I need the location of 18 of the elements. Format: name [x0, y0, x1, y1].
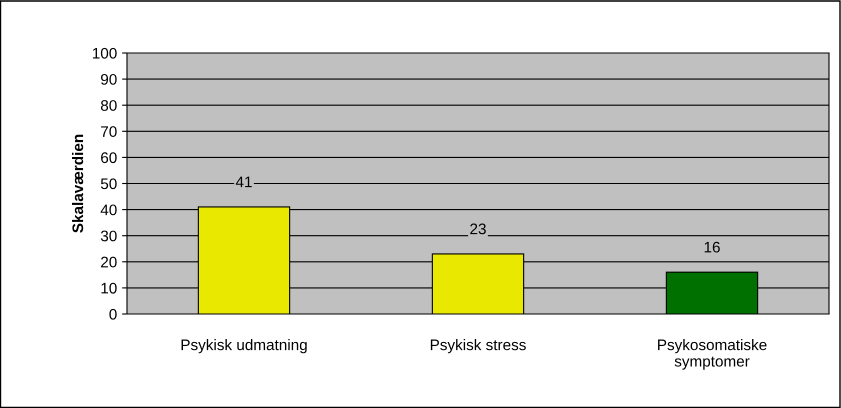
y-tick-label: 0 — [109, 308, 117, 320]
y-tick-label: 60 — [101, 152, 117, 164]
y-tick-label: 80 — [100, 100, 117, 111]
x-tick-label: Psykisk stress — [430, 339, 526, 354]
x-tick-label: Psykisk udmatning — [182, 339, 307, 354]
y-tick-label: 70 — [101, 126, 117, 137]
y-tick-label: 40 — [100, 204, 117, 216]
x-tick-label: Psykosomatiske symptomer — [658, 339, 767, 370]
y-tick-label: 10 — [101, 282, 117, 294]
y-tick-label: 100 — [92, 48, 117, 59]
data-label: 41 — [236, 176, 252, 188]
y-tick-label: 20 — [101, 256, 117, 268]
y-tick-label: 30 — [100, 230, 117, 242]
y-axis-title: Skalaværdien — [72, 134, 84, 233]
y-tick-label: 90 — [101, 74, 117, 85]
data-label: 16 — [704, 242, 720, 253]
y-tick-label: 50 — [100, 178, 117, 190]
data-label: 23 — [470, 223, 486, 234]
